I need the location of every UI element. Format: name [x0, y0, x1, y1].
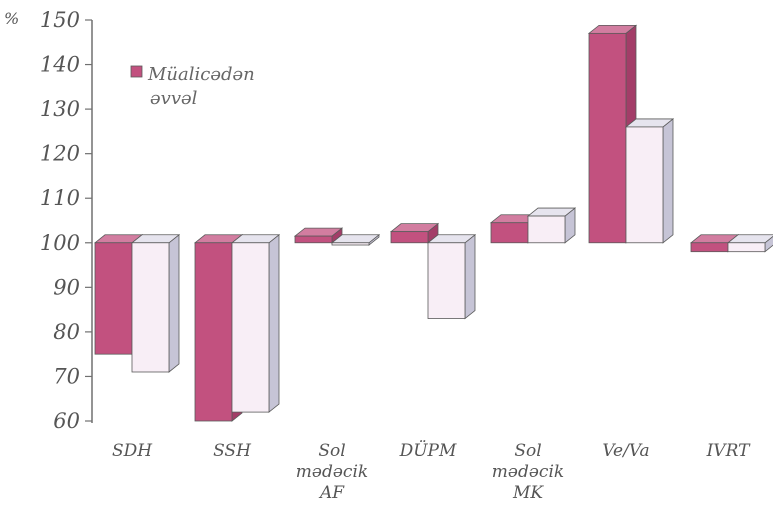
- bar-front: [690, 242, 729, 253]
- category-label: SDH: [112, 441, 153, 461]
- y-tick-label: 150: [40, 8, 80, 32]
- y-tick-label: 90: [53, 275, 80, 299]
- category-labels: SDH SSH Sol mədəcik AF DÜPM Sol mədəcik MK Ve/Va I…: [112, 440, 751, 503]
- y-tick-label: 120: [40, 142, 80, 166]
- bar-2: [426, 233, 477, 320]
- y-axis: 60 70 80 90 100 110 120 130 140 150: [40, 8, 93, 433]
- bar-front: [727, 242, 766, 253]
- category-label: IVRT: [706, 441, 751, 461]
- bar-side: [662, 118, 674, 244]
- bar-2: [526, 207, 577, 244]
- bar-2: [130, 233, 181, 373]
- y-tick-label: 110: [40, 186, 80, 210]
- bar-side: [168, 233, 180, 373]
- bar-2: [726, 234, 773, 253]
- legend-label-line1: Müalicədən: [147, 64, 255, 85]
- category-label: DÜPM: [399, 440, 457, 461]
- category-label: Sol mədəcik AF: [296, 441, 368, 503]
- bar-front: [194, 242, 233, 422]
- y-tick-label: 140: [40, 53, 80, 77]
- bar-1: [389, 222, 440, 244]
- y-tick-label: 70: [53, 364, 80, 388]
- bar-2: [230, 233, 281, 413]
- bar-front: [588, 32, 627, 244]
- y-tick-label: 80: [53, 320, 80, 344]
- bar-side: [268, 233, 280, 413]
- bar-front: [231, 242, 270, 413]
- category-label: SSH: [213, 441, 252, 461]
- bar-front: [331, 242, 370, 246]
- y-unit-label: %: [4, 9, 19, 28]
- bar-front: [527, 215, 566, 244]
- y-tick-label: 60: [53, 409, 80, 433]
- bar-front: [490, 222, 529, 244]
- category-label: Ve/Va: [602, 441, 649, 461]
- legend-label-line2: əvvəl: [150, 88, 198, 109]
- bar-side: [464, 233, 476, 320]
- y-tick-label: 130: [40, 97, 80, 121]
- bar-1: [293, 227, 344, 244]
- y-tick-label: 100: [40, 231, 80, 255]
- bar-front: [294, 235, 333, 244]
- legend-swatch: [130, 65, 143, 78]
- bars: [93, 24, 773, 422]
- category-label: Sol mədəcik MK: [492, 441, 564, 503]
- bar-front: [427, 242, 466, 319]
- bar-front: [131, 242, 170, 373]
- bar-2: [330, 233, 381, 246]
- bar-front: [625, 126, 664, 244]
- legend: Müalicədən əvvəl: [130, 64, 255, 109]
- bar-front: [94, 242, 133, 355]
- bar-front: [390, 231, 429, 244]
- bar-2: [624, 118, 675, 244]
